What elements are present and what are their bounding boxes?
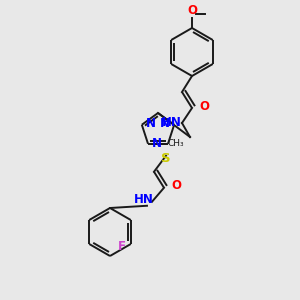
Text: N: N bbox=[146, 117, 156, 130]
Text: N: N bbox=[160, 117, 170, 130]
Text: O: O bbox=[171, 179, 181, 192]
Text: O: O bbox=[199, 100, 209, 112]
Text: O: O bbox=[187, 4, 197, 17]
Text: S: S bbox=[161, 152, 171, 165]
Text: N: N bbox=[152, 137, 162, 150]
Text: F: F bbox=[118, 239, 126, 253]
Text: HN: HN bbox=[162, 116, 182, 128]
Text: CH₃: CH₃ bbox=[167, 139, 184, 148]
Text: HN: HN bbox=[134, 193, 154, 206]
